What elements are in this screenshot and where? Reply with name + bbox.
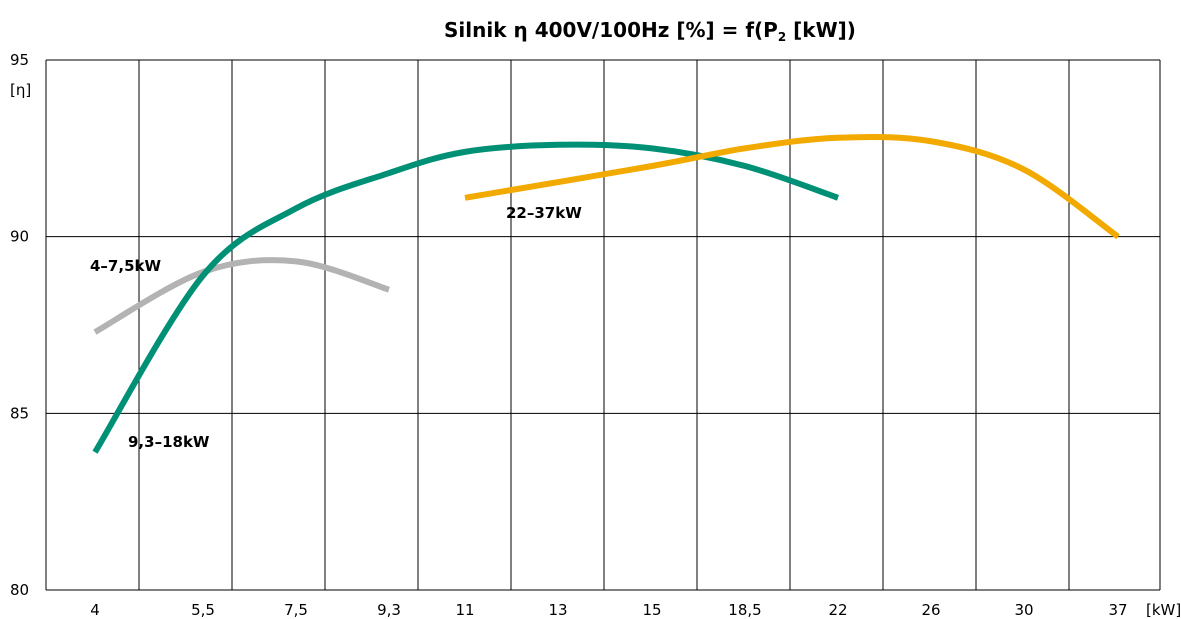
chart-title: Silnik η 400V/100Hz [%] = f(P2 [kW]) bbox=[444, 18, 856, 44]
series-label: 9,3–18kW bbox=[128, 433, 210, 451]
series-group bbox=[92, 133, 1120, 454]
x-tick-label: 26 bbox=[921, 601, 940, 619]
x-tick-label: 4 bbox=[90, 601, 100, 619]
y-tick-label: 80 bbox=[10, 581, 29, 599]
y-axis-label: [η] bbox=[10, 81, 31, 99]
series-line bbox=[93, 257, 390, 335]
series-line bbox=[464, 133, 1120, 240]
x-tick-label: 18,5 bbox=[728, 601, 761, 619]
y-tick-label: 95 bbox=[10, 51, 29, 69]
x-tick-label: 9,3 bbox=[377, 601, 401, 619]
series-line bbox=[92, 141, 839, 454]
x-axis-label: [kW] bbox=[1146, 601, 1181, 619]
series-label: 4–7,5kW bbox=[90, 257, 161, 275]
x-tick-label: 37 bbox=[1108, 601, 1127, 619]
y-tick-label: 85 bbox=[10, 404, 29, 422]
grid bbox=[45, 59, 1161, 591]
labels-group: 80 85 90 95 4 5,5 7,5 9,3 11 13 15 18,5 22 26 30 37 4–7,… bbox=[10, 51, 1128, 619]
x-tick-label: 30 bbox=[1014, 601, 1033, 619]
x-tick-label: 5,5 bbox=[191, 601, 215, 619]
x-tick-label: 13 bbox=[548, 601, 567, 619]
y-tick-label: 90 bbox=[10, 228, 29, 246]
x-tick-label: 7,5 bbox=[284, 601, 308, 619]
x-tick-label: 15 bbox=[642, 601, 661, 619]
x-tick-label: 22 bbox=[828, 601, 847, 619]
x-tick-label: 11 bbox=[455, 601, 474, 619]
series-label: 22–37kW bbox=[506, 204, 582, 222]
